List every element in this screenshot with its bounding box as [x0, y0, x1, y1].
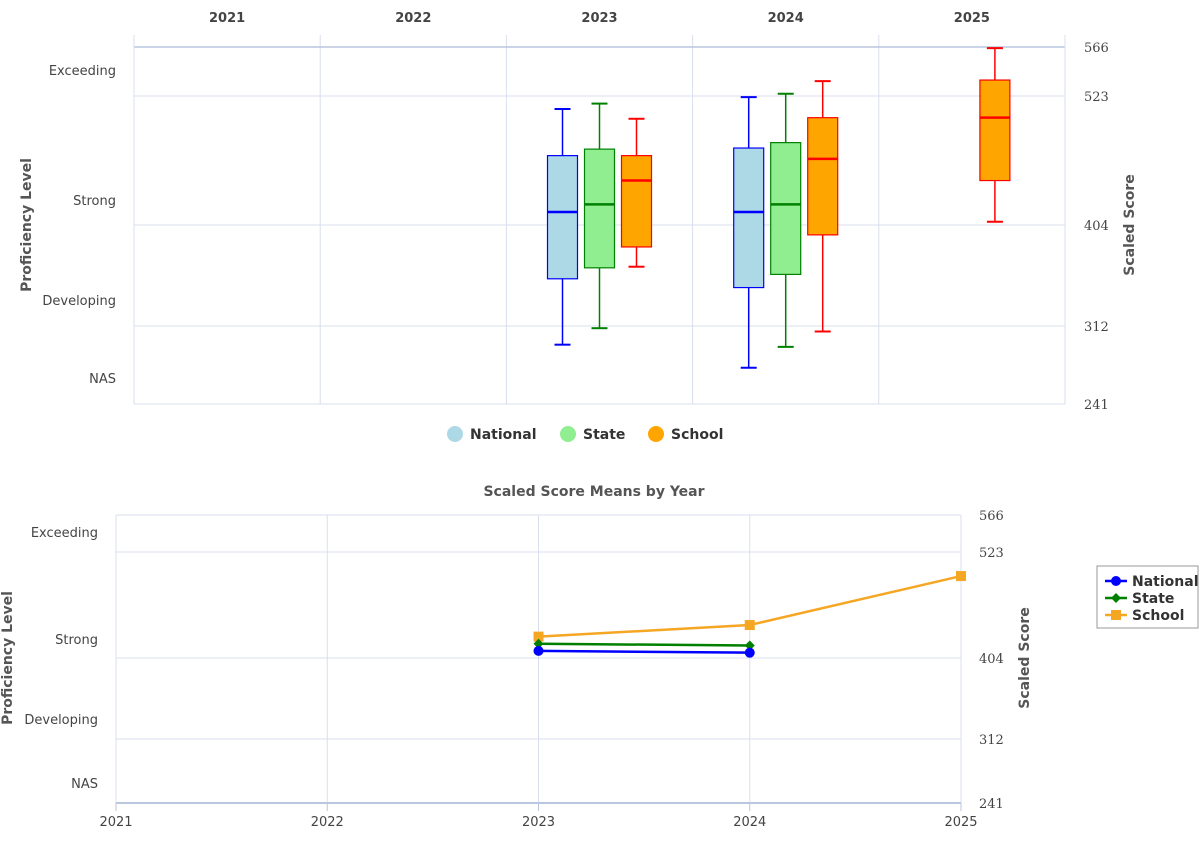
proficiency-level-label: Exceeding	[31, 526, 98, 541]
means-level-labels: Exceeding Strong Developing NAS	[24, 526, 98, 792]
series-school	[533, 571, 966, 642]
means-line-chart: Scaled Score Means by Year 2021 2022 2023 2…	[0, 484, 1199, 830]
series-line	[538, 642, 750, 647]
legend-item-state: State	[560, 426, 625, 443]
score-tick-label: 312	[1084, 320, 1109, 335]
data-point-diamond	[533, 638, 544, 649]
data-point-circle	[744, 647, 755, 658]
box-iqr	[770, 142, 802, 276]
data-point-square	[744, 620, 755, 631]
data-point-diamond	[744, 640, 755, 651]
data-point-square	[533, 631, 544, 642]
year-label: 2025	[954, 11, 990, 26]
boxplot-chart: 2021 2022 2023 2024 2025 Exceeding Strong Deve…	[19, 11, 1138, 443]
box-iqr	[979, 79, 1011, 182]
score-tick-label: 523	[1084, 90, 1109, 105]
legend-label: School	[671, 427, 723, 443]
legend-label: National	[470, 427, 537, 443]
year-tick-label: 2022	[311, 815, 344, 830]
year-label: 2023	[581, 11, 617, 26]
legend-label: State	[583, 427, 625, 443]
score-tick-label: 312	[979, 733, 1004, 748]
legend-marker-circle	[1111, 576, 1121, 586]
proficiency-level-label: Developing	[24, 713, 98, 728]
proficiency-level-label: NAS	[71, 777, 98, 792]
legend-item-school[interactable]: School	[1105, 608, 1184, 624]
box-state-2023	[583, 102, 616, 330]
boxplot-right-axis-title: Scaled Score	[1122, 174, 1138, 275]
year-tick-label: 2024	[733, 815, 766, 830]
proficiency-level-label: Strong	[73, 194, 116, 209]
box-national-2024	[733, 96, 765, 369]
legend-label: School	[1132, 608, 1184, 624]
series-national	[533, 645, 755, 658]
box-iqr	[583, 148, 616, 269]
score-tick-label: 566	[979, 509, 1004, 524]
means-left-axis-title: Proficiency Level	[0, 591, 16, 725]
means-chart-title: Scaled Score Means by Year	[483, 484, 704, 500]
legend-marker	[560, 426, 576, 442]
means-score-labels: 566 523 404 312 241	[979, 509, 1004, 812]
box-iqr	[620, 155, 653, 248]
box-iqr	[807, 117, 839, 236]
means-year-labels: 2021 2022 2023 2024 2025	[99, 815, 977, 830]
legend-item-school: School	[648, 426, 723, 443]
proficiency-level-label: Exceeding	[49, 64, 116, 79]
proficiency-level-label: Strong	[55, 633, 98, 648]
year-label: 2021	[209, 11, 245, 26]
year-tick-label: 2021	[99, 815, 132, 830]
boxplot-boxes	[546, 47, 1011, 369]
data-point-circle	[533, 645, 544, 656]
score-tick-label: 404	[979, 652, 1004, 667]
data-point-square	[956, 571, 966, 582]
legend-marker-square	[1111, 610, 1121, 620]
year-tick-label: 2025	[944, 815, 977, 830]
proficiency-level-label: NAS	[89, 372, 116, 387]
boxplot-legend: National State School	[447, 426, 723, 443]
means-grid	[115, 514, 962, 811]
boxplot-year-labels: 2021 2022 2023 2024 2025	[209, 11, 990, 26]
box-national-2023	[546, 108, 579, 346]
score-tick-label: 404	[1084, 219, 1109, 234]
legend-marker	[648, 426, 664, 442]
score-tick-label: 566	[1084, 41, 1109, 56]
legend-label: State	[1132, 591, 1174, 607]
score-tick-label: 241	[1084, 398, 1109, 413]
score-tick-label: 523	[979, 546, 1004, 561]
legend-item-national: National	[447, 426, 537, 443]
box-iqr	[733, 147, 765, 289]
means-series	[533, 571, 966, 658]
box-school-2024	[807, 80, 839, 333]
means-right-axis-title: Scaled Score	[1017, 607, 1033, 708]
legend-item-state[interactable]: State	[1105, 591, 1174, 607]
year-tick-label: 2023	[522, 815, 555, 830]
series-state	[533, 638, 755, 651]
legend-marker	[447, 426, 463, 442]
legend-marker-diamond	[1111, 593, 1121, 603]
year-label: 2024	[768, 11, 804, 26]
box-school-2025	[979, 47, 1011, 223]
boxplot-level-labels: Exceeding Strong Developing NAS	[42, 64, 116, 387]
legend-item-national[interactable]: National	[1105, 574, 1199, 590]
box-school-2023	[620, 117, 653, 268]
series-line	[538, 649, 750, 654]
boxplot-score-labels: 566 523 404 312 241	[1084, 41, 1109, 413]
legend-label: National	[1132, 574, 1199, 590]
boxplot-left-axis-title: Proficiency Level	[19, 158, 35, 292]
proficiency-level-label: Developing	[42, 294, 116, 309]
year-label: 2022	[395, 11, 431, 26]
box-iqr	[546, 155, 579, 280]
score-tick-label: 241	[979, 797, 1004, 812]
box-state-2024	[770, 92, 802, 348]
